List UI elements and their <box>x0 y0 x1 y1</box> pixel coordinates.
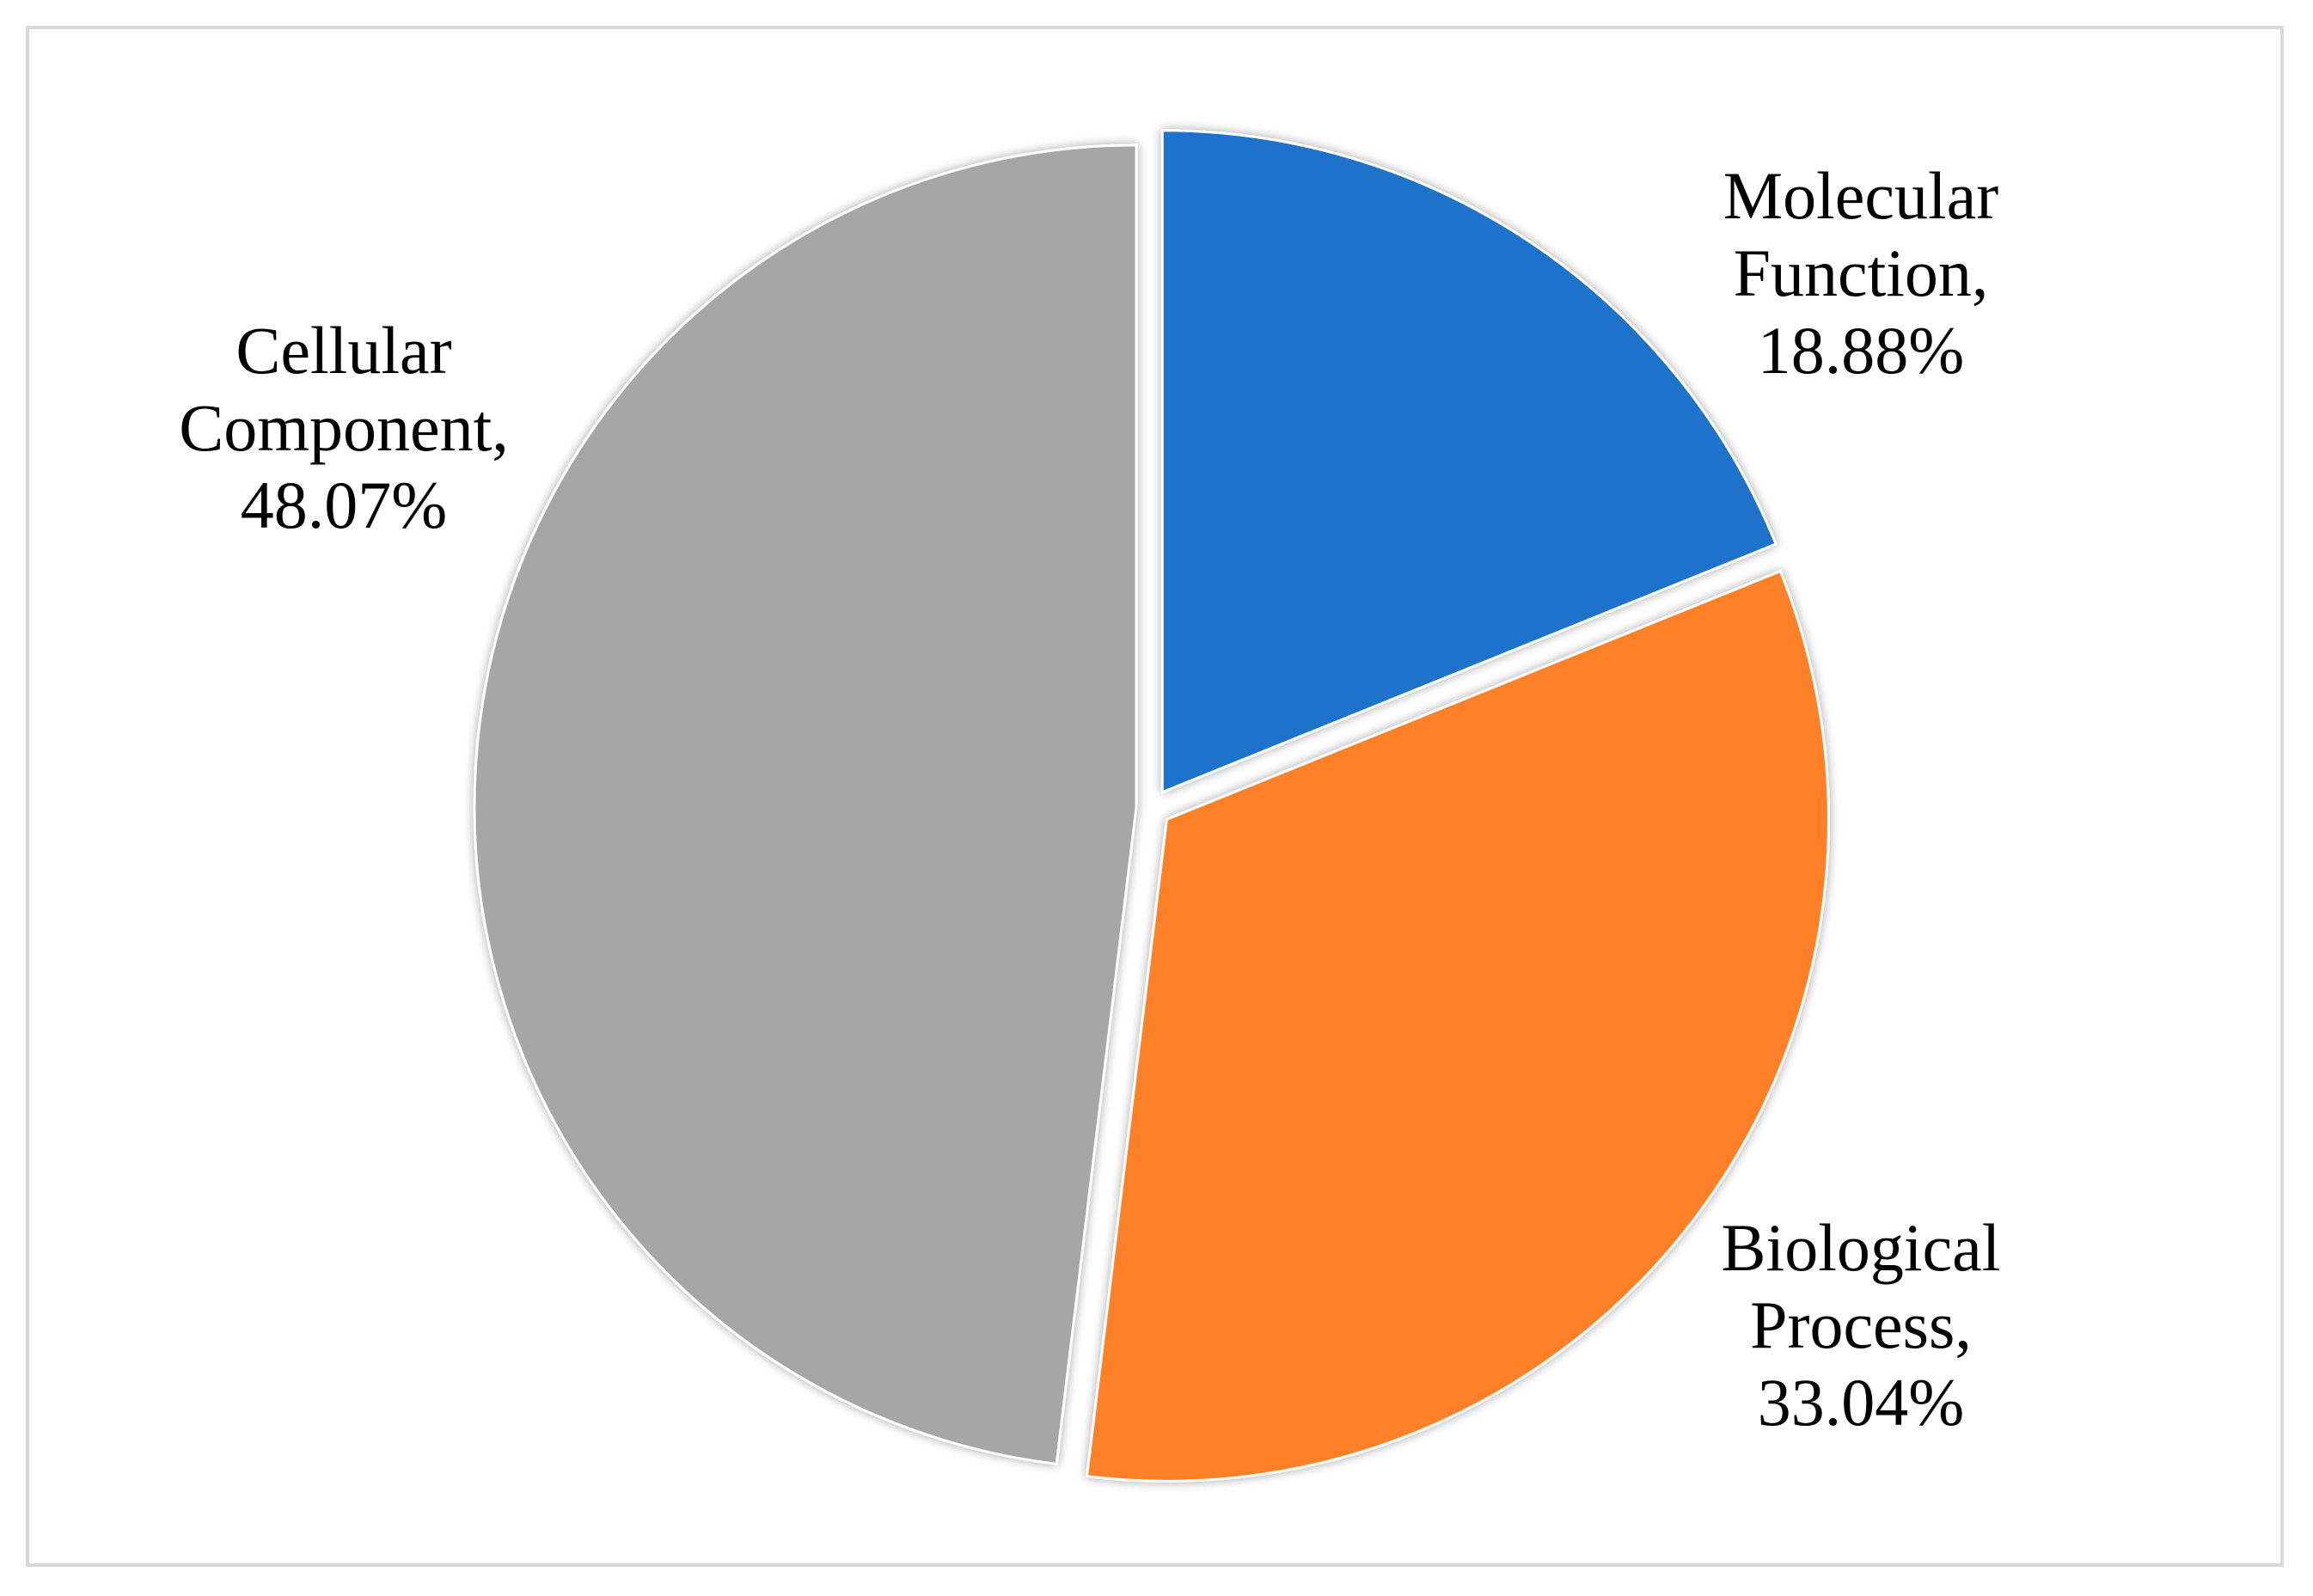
slice-label-value: 18.88% <box>1757 313 1965 388</box>
slice-label-line: Function, <box>1733 235 1989 310</box>
pie-slice-cellular-component <box>473 144 1138 1465</box>
slice-label-value: 48.07% <box>240 468 448 542</box>
pie-slice-molecular-function <box>1160 129 1778 794</box>
pie-slice-biological-process <box>1085 569 1830 1483</box>
slice-label-line: Component, <box>179 390 509 465</box>
slice-label-molecular-function: Molecular Function, 18.88% <box>1723 157 1999 389</box>
slice-label-line: Molecular <box>1723 158 1999 233</box>
slice-label-value: 33.04% <box>1757 1365 1965 1440</box>
slice-label-biological-process: Biological Process, 33.04% <box>1722 1209 2001 1441</box>
slice-label-line: Cellular <box>236 313 452 388</box>
slice-label-line: Biological <box>1721 1210 2001 1285</box>
slice-label-cellular-component: Cellular Component, 48.07% <box>179 312 509 544</box>
slice-label-line: Process, <box>1750 1287 1972 1362</box>
pie-slices <box>473 129 1830 1483</box>
